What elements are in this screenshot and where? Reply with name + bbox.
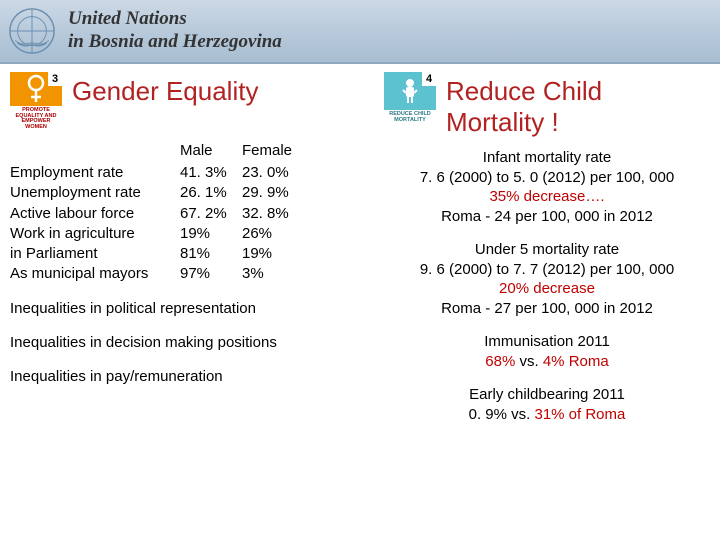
left-note-2: Inequalities in decision making position… (10, 333, 380, 353)
row-female: 26% (242, 224, 304, 244)
rb1-l4: Roma - 24 per 100, 000 in 2012 (384, 207, 710, 227)
table-row: Active labour force 67. 2% 32. 8% (10, 204, 380, 224)
rb2-l1: Under 5 mortality rate (384, 240, 710, 260)
goal4-header: 4 REDUCE CHILD MORTALITY Reduce Child Mo… (384, 72, 710, 138)
row-male: 26. 1% (180, 183, 242, 203)
goal3-caption: PROMOTE EQUALITY AND EMPOWER WOMEN (10, 106, 62, 132)
table-header: Male Female (10, 142, 380, 159)
goal4-caption: REDUCE CHILD MORTALITY (384, 110, 436, 125)
rb4-l1: Early childbearing 2011 (384, 385, 710, 405)
rb4-l2c: 31% of Roma (534, 406, 625, 423)
rb1-l2: 7. 6 (2000) to 5. 0 (2012) per 100, 000 (384, 168, 710, 188)
table-header-female: Female (242, 142, 304, 159)
rb2-l3: 20% decrease (384, 279, 710, 299)
row-male: 81% (180, 244, 242, 264)
goal4-icon: 4 REDUCE CHILD MORTALITY (384, 72, 436, 132)
content: 3 PROMOTE EQUALITY AND EMPOWER WOMEN Gen… (0, 64, 720, 438)
header-bar: United Nations in Bosnia and Herzegovina (0, 0, 720, 64)
rb3-l2c: 4% Roma (543, 353, 609, 370)
rb2-l4: Roma - 27 per 100, 000 in 2012 (384, 299, 710, 319)
table-row: in Parliament 81% 19% (10, 244, 380, 264)
rb1-l3: 35% decrease…. (384, 187, 710, 207)
right-block-4: Early childbearing 2011 0. 9% vs. 31% of… (384, 385, 710, 424)
header-line2: in Bosnia and Herzegovina (68, 31, 282, 54)
row-female: 29. 9% (242, 183, 304, 203)
rb1-l1: Infant mortality rate (384, 148, 710, 168)
row-label: Unemployment rate (10, 183, 180, 203)
female-symbol-icon (24, 74, 48, 104)
goal4-title-b: Mortality (446, 107, 544, 137)
header-line1: United Nations (68, 8, 282, 31)
goal4-number: 4 (422, 72, 436, 86)
left-note-1: Inequalities in political representation (10, 299, 380, 319)
row-male: 67. 2% (180, 204, 242, 224)
rb4-l2: 0. 9% vs. 31% of Roma (384, 405, 710, 425)
row-female: 32. 8% (242, 204, 304, 224)
rb3-l1: Immunisation 2011 (384, 332, 710, 352)
right-block-1: Infant mortality rate 7. 6 (2000) to 5. … (384, 148, 710, 226)
table-row: Employment rate 41. 3% 23. 0% (10, 163, 380, 183)
goal4-title: Reduce Child Mortality ! (446, 72, 602, 138)
rb3-l2: 68% vs. 4% Roma (384, 352, 710, 372)
rb3-l2a: 68% (485, 353, 515, 370)
rb4-l2a: 0. 9% (469, 406, 507, 423)
left-note-3: Inequalities in pay/remuneration (10, 367, 380, 387)
goal3-title: Gender Equality (72, 72, 258, 107)
goal4-title-bang: ! (551, 107, 558, 137)
row-male: 97% (180, 264, 242, 284)
table-row: Unemployment rate 26. 1% 29. 9% (10, 183, 380, 203)
row-label: As municipal mayors (10, 264, 180, 284)
row-label: Employment rate (10, 163, 180, 183)
rb3-l2b: vs. (515, 353, 543, 370)
column-right: 4 REDUCE CHILD MORTALITY Reduce Child Mo… (380, 72, 710, 438)
row-female: 19% (242, 244, 304, 264)
goal4-title-a: Reduce Child (446, 76, 602, 106)
row-female: 3% (242, 264, 304, 284)
goal3-number: 3 (48, 72, 62, 86)
header-title: United Nations in Bosnia and Herzegovina (68, 8, 282, 54)
right-block-3: Immunisation 2011 68% vs. 4% Roma (384, 332, 710, 371)
column-left: 3 PROMOTE EQUALITY AND EMPOWER WOMEN Gen… (10, 72, 380, 438)
rb2-l2: 9. 6 (2000) to 7. 7 (2012) per 100, 000 (384, 260, 710, 280)
row-male: 41. 3% (180, 163, 242, 183)
table-header-male: Male (180, 142, 242, 159)
goal3-header: 3 PROMOTE EQUALITY AND EMPOWER WOMEN Gen… (10, 72, 380, 132)
un-logo-icon (8, 7, 56, 55)
table-row: As municipal mayors 97% 3% (10, 264, 380, 284)
table-row: Work in agriculture 19% 26% (10, 224, 380, 244)
rb4-l2b: vs. (507, 406, 535, 423)
row-male: 19% (180, 224, 242, 244)
row-label: Active labour force (10, 204, 180, 224)
row-label: in Parliament (10, 244, 180, 264)
goal3-icon: 3 PROMOTE EQUALITY AND EMPOWER WOMEN (10, 72, 62, 132)
child-icon (397, 76, 423, 106)
right-block-2: Under 5 mortality rate 9. 6 (2000) to 7.… (384, 240, 710, 318)
row-label: Work in agriculture (10, 224, 180, 244)
row-female: 23. 0% (242, 163, 304, 183)
